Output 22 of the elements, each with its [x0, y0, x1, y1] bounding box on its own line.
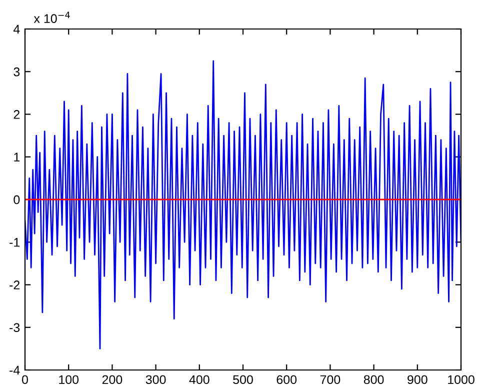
x-tick-label: 800 — [364, 375, 384, 384]
y-tick-label: 1 — [14, 152, 20, 162]
y-tick-label: -3 — [10, 323, 20, 332]
y-tick-label: 2 — [14, 110, 20, 119]
y-tick-label: -2 — [10, 280, 20, 290]
y-tick-label: 4 — [13, 24, 20, 34]
x-tick-label: 0 — [22, 375, 28, 384]
x-tick-label: 900 — [408, 375, 428, 384]
x-tick-label: 100 — [59, 375, 79, 384]
text: x 10$^{−4}$ — [34, 12, 70, 24]
y-tick-label: 3 — [14, 67, 20, 76]
line-series — [25, 60, 461, 350]
x-tick-label: 1000 — [448, 375, 474, 384]
x-tick-label: 600 — [276, 375, 297, 384]
x-tick-label: 400 — [189, 375, 210, 384]
y-tick-label: -4 — [10, 366, 20, 375]
x-tick-label: 300 — [146, 375, 166, 384]
x-tick-label: 200 — [102, 375, 122, 384]
y-tick-label: 0 — [14, 195, 20, 204]
x-tick-label: 700 — [320, 375, 340, 384]
x-tick-label: 500 — [233, 375, 253, 384]
y-tick-label: -1 — [10, 238, 20, 247]
